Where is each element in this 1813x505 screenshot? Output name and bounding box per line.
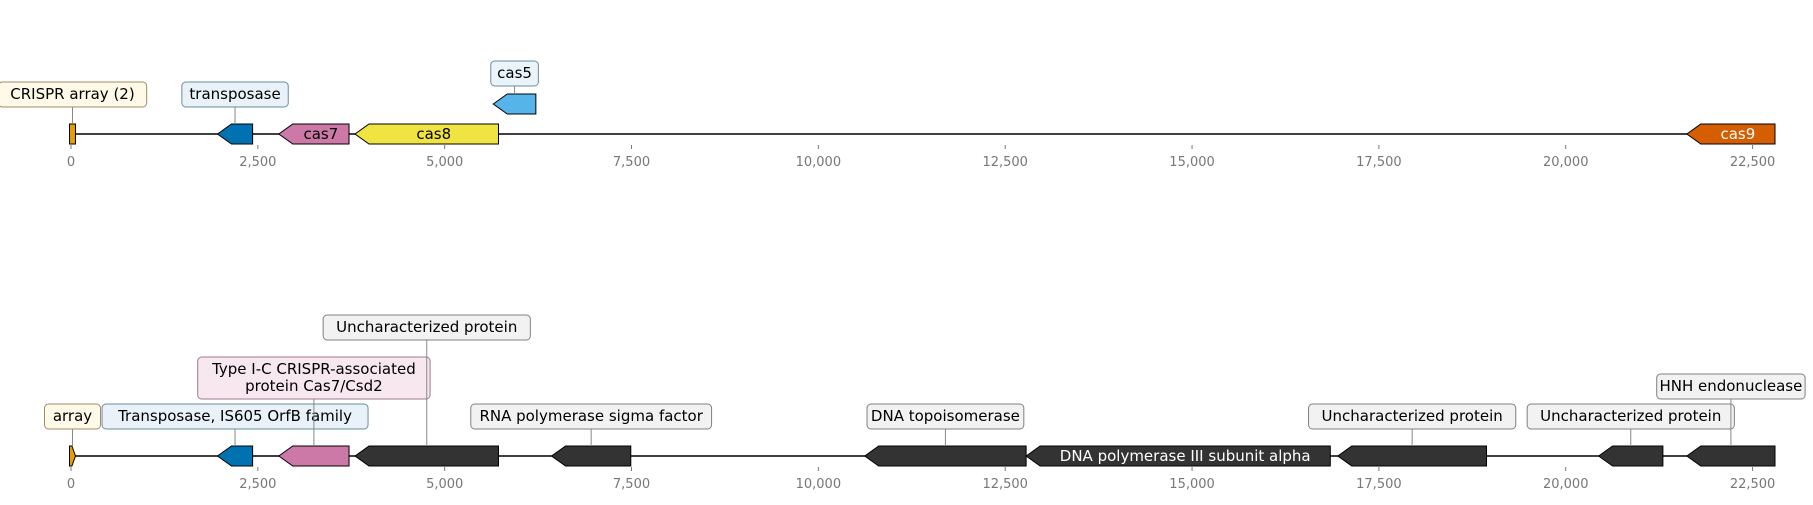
gene-cas5 bbox=[492, 93, 537, 115]
label-text-transposase-is605: Transposase, IS605 OrfB family bbox=[117, 407, 352, 425]
axis-tick-label: 2,500 bbox=[239, 477, 276, 492]
label-text-array: array bbox=[53, 407, 92, 425]
axis-tick-label: 20,000 bbox=[1543, 155, 1589, 170]
axis-tick-label: 7,500 bbox=[613, 155, 650, 170]
track-top: 0 2,500 5,000 7,500 10,000 12,500 15,000 17,500… bbox=[0, 60, 1776, 170]
label-box-dna-topoisomerase bbox=[866, 403, 1025, 430]
axis-tick-label: 17,500 bbox=[1356, 477, 1402, 492]
gene-uncharacterized-3 bbox=[1597, 445, 1664, 467]
label-box-uncharacterized-3 bbox=[1526, 403, 1735, 430]
axis-tick-label: 2,500 bbox=[239, 155, 276, 170]
gene-cas7 bbox=[277, 123, 350, 145]
gene-cas7-text: cas7 bbox=[303, 125, 338, 143]
gene-cas8 bbox=[354, 123, 499, 145]
label-text-transposase: transposase bbox=[189, 85, 280, 103]
axis-tick-label: 17,500 bbox=[1356, 155, 1402, 170]
gene-array bbox=[69, 445, 77, 467]
gene-crispr-array bbox=[69, 123, 76, 145]
label-box-transposase-is605 bbox=[101, 403, 369, 430]
gene-dna-polymerase-iii-text: DNA polymerase III subunit alpha bbox=[1060, 447, 1311, 465]
label-box-cas7-csd2 bbox=[197, 356, 431, 400]
label-box-hnh-endonuclease bbox=[1656, 373, 1806, 400]
gene-cas9 bbox=[1685, 123, 1776, 145]
gene-cas8-text: cas8 bbox=[416, 125, 451, 143]
axis-tick-label: 15,000 bbox=[1169, 155, 1215, 170]
gene-uncharacterized-1 bbox=[354, 445, 499, 467]
gene-dna-topoisomerase bbox=[863, 445, 1027, 467]
gene-rna-polymerase-sigma bbox=[550, 445, 632, 467]
gene-transposase-is605 bbox=[216, 445, 254, 467]
label-box-crispr-array bbox=[0, 81, 148, 108]
axis-tick-label: 5,000 bbox=[426, 477, 463, 492]
label-text-uncharacterized-1: Uncharacterized protein bbox=[336, 318, 517, 336]
gene-cas7-csd2 bbox=[277, 445, 350, 467]
track-bottom: 0 2,500 5,000 7,500 10,000 12,500 15,000 17,500… bbox=[43, 314, 1806, 492]
label-box-transposase bbox=[181, 81, 289, 108]
gene-dna-polymerase-iii bbox=[1025, 445, 1331, 467]
gene-uncharacterized-2 bbox=[1336, 445, 1488, 467]
axis-tick-label: 0 bbox=[67, 477, 75, 492]
axis-tick-label: 22,500 bbox=[1730, 477, 1776, 492]
label-text-cas7-csd2: Type I-C CRISPR-associated protein Cas7/C… bbox=[211, 360, 416, 395]
label-text-hnh-endonuclease: HNH endonuclease bbox=[1659, 377, 1802, 395]
label-box-cas5 bbox=[490, 60, 539, 87]
label-text-rna-polymerase-sigma: RNA polymerase sigma factor bbox=[479, 407, 703, 425]
axis-tick-label: 5,000 bbox=[426, 155, 463, 170]
label-box-rna-polymerase-sigma bbox=[470, 403, 713, 430]
axis-tick-label: 20,000 bbox=[1543, 477, 1589, 492]
label-box-uncharacterized-2 bbox=[1308, 403, 1517, 430]
axis-tick-label: 12,500 bbox=[982, 477, 1028, 492]
label-text-crispr-array: CRISPR array (2) bbox=[10, 85, 134, 103]
gene-transposase bbox=[216, 123, 254, 145]
label-box-uncharacterized-1 bbox=[322, 314, 531, 341]
axis-tick-label: 10,000 bbox=[796, 155, 842, 170]
gene-cas9-text: cas9 bbox=[1720, 125, 1755, 143]
label-text-uncharacterized-2: Uncharacterized protein bbox=[1322, 407, 1503, 425]
label-text-uncharacterized-3: Uncharacterized protein bbox=[1540, 407, 1721, 425]
label-text-cas5: cas5 bbox=[497, 64, 532, 82]
gene-hnh-endonuclease bbox=[1685, 445, 1776, 467]
axis-tick-label: 22,500 bbox=[1730, 155, 1776, 170]
axis-tick-label: 0 bbox=[67, 155, 75, 170]
axis-tick-label: 15,000 bbox=[1169, 477, 1215, 492]
axis-tick-label: 10,000 bbox=[796, 477, 842, 492]
label-box-array bbox=[43, 403, 101, 430]
axis-tick-label: 7,500 bbox=[613, 477, 650, 492]
label-text-dna-topoisomerase: DNA topoisomerase bbox=[871, 407, 1020, 425]
axis-tick-label: 12,500 bbox=[982, 155, 1028, 170]
